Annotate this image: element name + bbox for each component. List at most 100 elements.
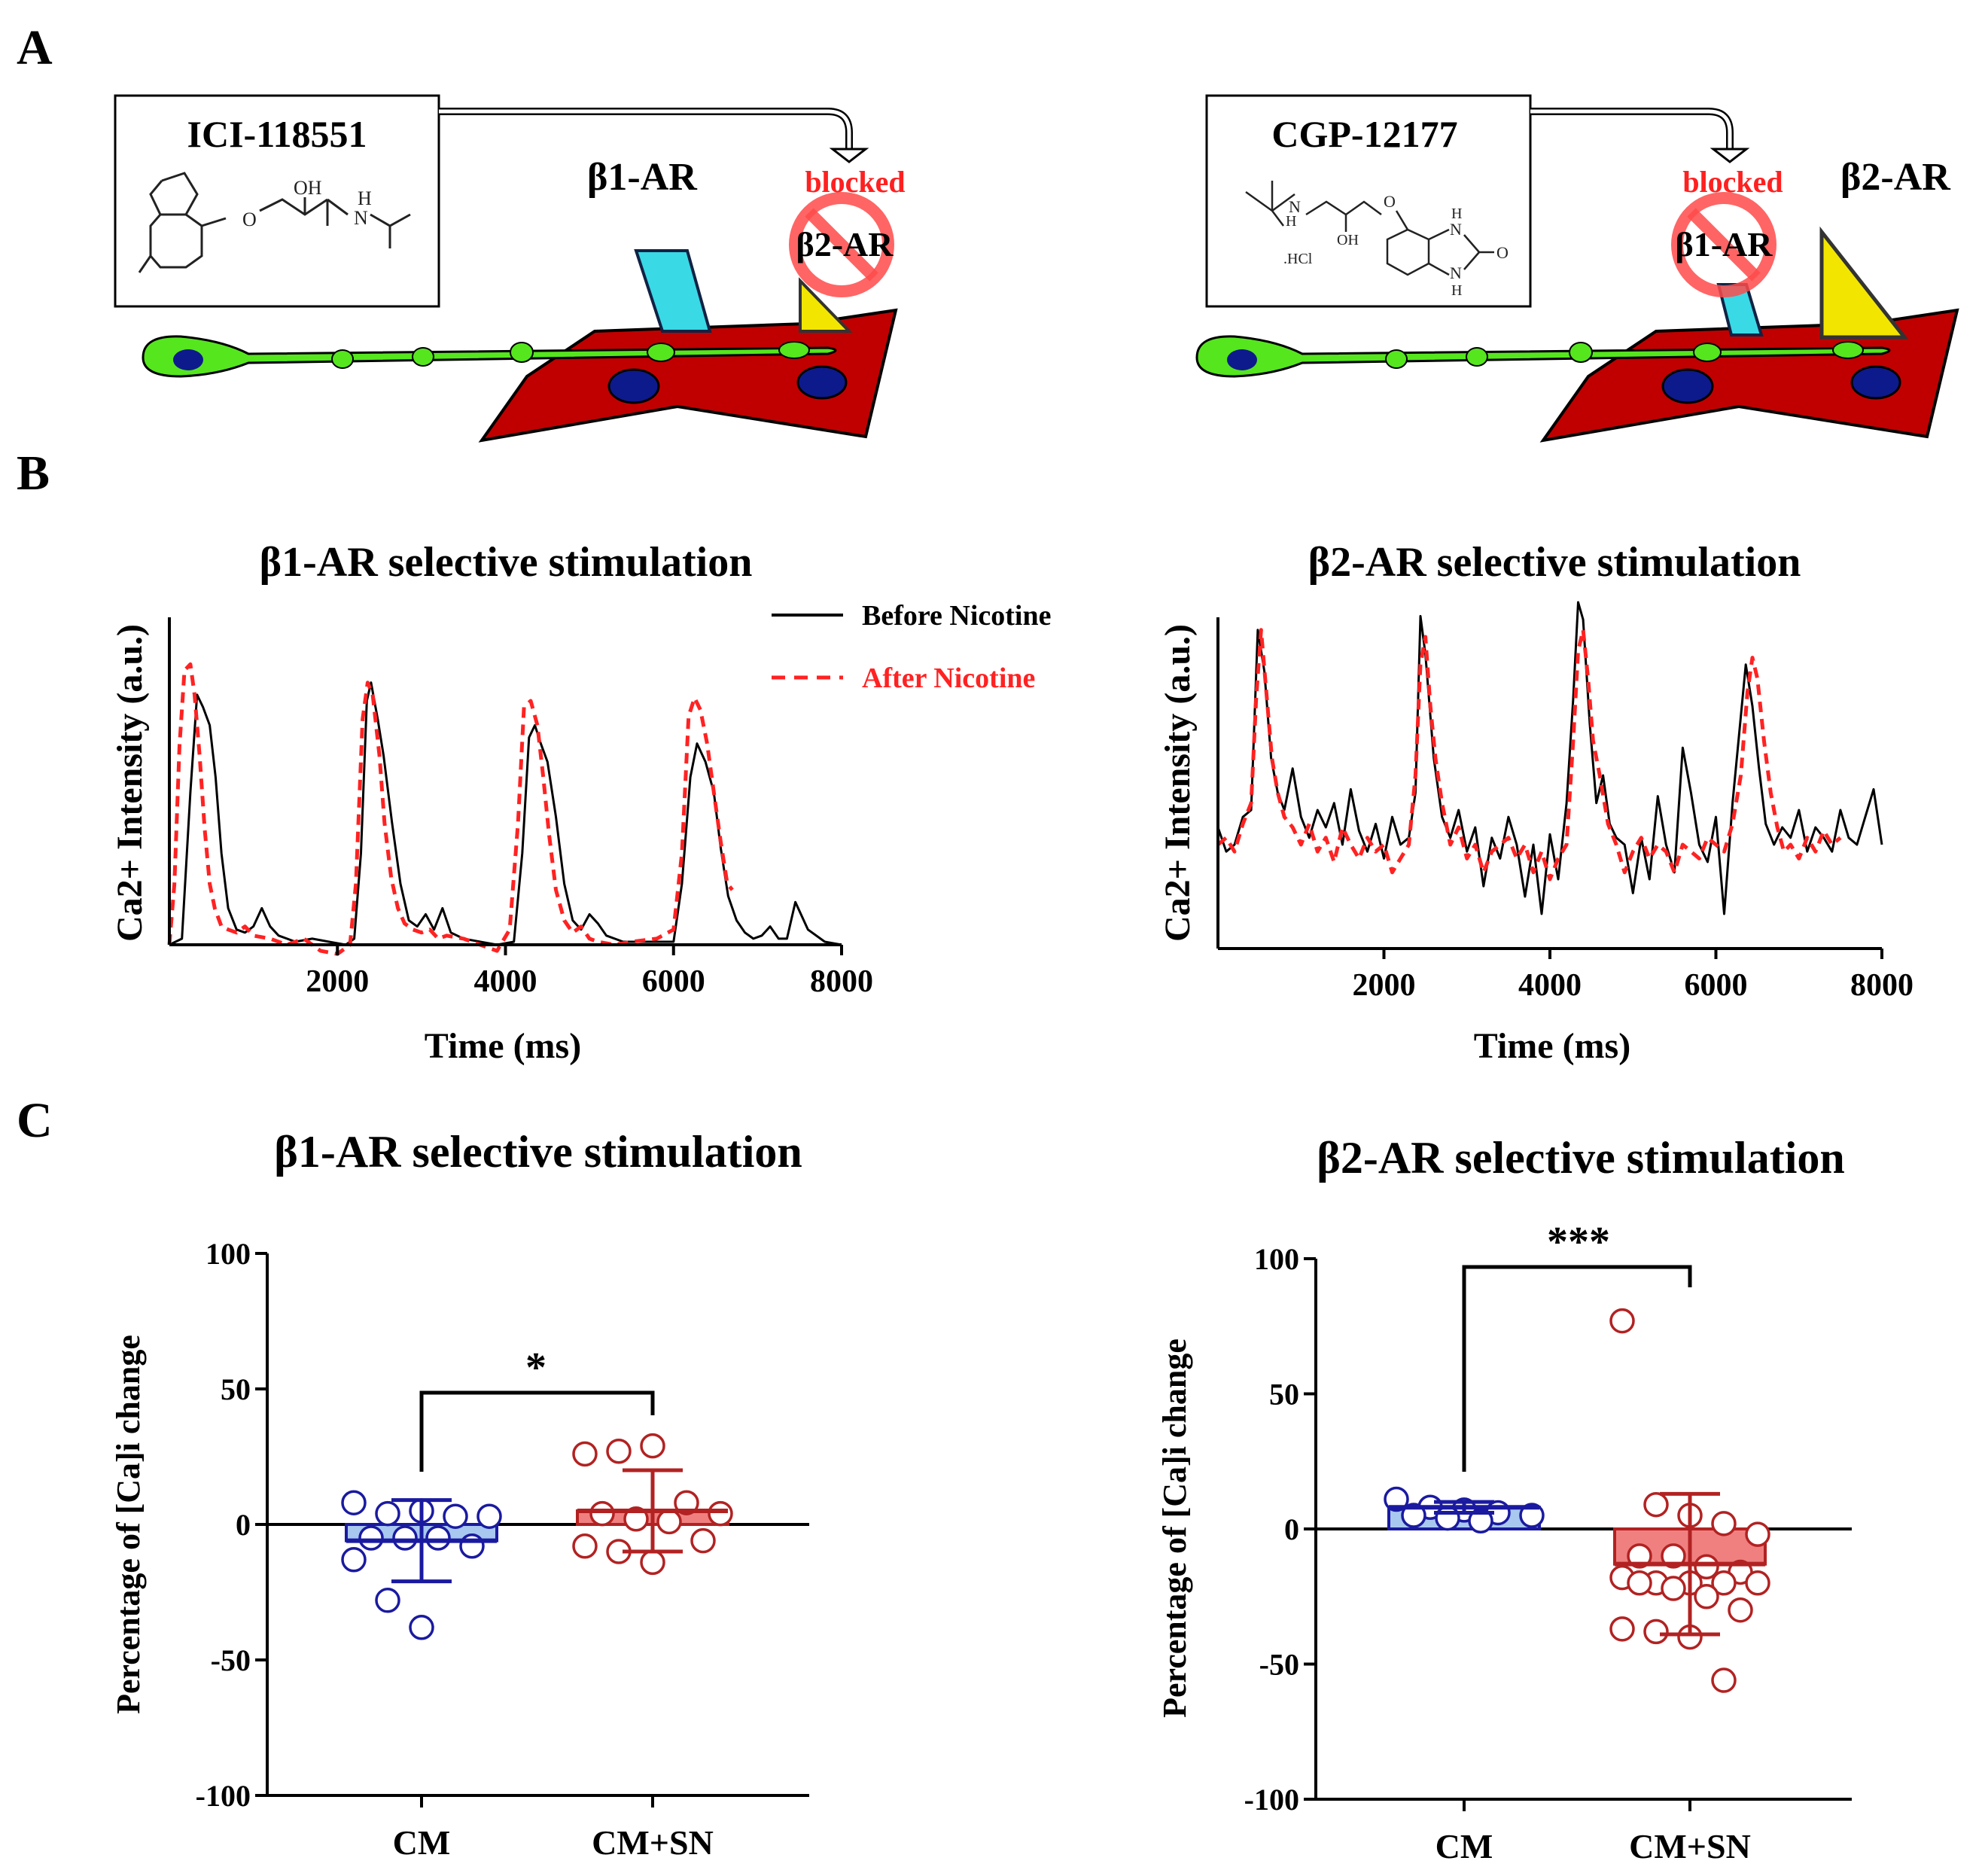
legend-after-label: After Nicotine <box>862 662 1035 694</box>
nucleus-cm-right-1 <box>1661 368 1714 404</box>
b-left-xtick-label: 8000 <box>810 964 873 999</box>
panel-c-letter: C <box>17 1093 53 1148</box>
beta2-receptor-left <box>799 277 853 333</box>
c-right-point <box>1711 1511 1737 1536</box>
chart-b-left: 2000 4000 6000 8000 Time (ms) Ca2+ Intensit… <box>110 617 873 1066</box>
c-right-point <box>1711 1570 1737 1596</box>
c-left-point <box>623 1506 649 1532</box>
c-left-ytick-label: -100 <box>196 1779 251 1813</box>
b-left-ylabel: Ca2+ Intensity (a.u.) <box>110 624 150 942</box>
c-right-point <box>1694 1584 1719 1610</box>
panel-b-right-title: β2-AR selective stimulation <box>1308 539 1801 586</box>
b-left-xtick-label: 6000 <box>642 964 705 999</box>
c-right-point <box>1627 1543 1652 1569</box>
chart-c-left: 100 50 0 -50 -100 CM CM+SN Percentage of [Ca]i… <box>110 1237 809 1862</box>
c-right-ylabel: Percentage of [Ca]i change <box>1156 1338 1193 1718</box>
c-right-category-label: CM <box>1436 1827 1493 1865</box>
ring-n1-cgp: N <box>1450 220 1462 239</box>
b-right-xtick-label: 4000 <box>1518 968 1582 1003</box>
compound-box-cgp <box>1205 94 1532 308</box>
arrow-ici <box>439 108 853 151</box>
blocked-receptor-right: β1-AR <box>1676 225 1773 263</box>
b-left-xlabel: Time (ms) <box>425 1026 581 1066</box>
panel-c-left-title: β1-AR selective stimulation <box>274 1127 802 1177</box>
c-right-point <box>1745 1570 1770 1596</box>
c-left-point <box>656 1509 682 1535</box>
c-right-point <box>1627 1570 1652 1596</box>
panel-a-letter: A <box>17 20 53 75</box>
nucleus-cm-left-1 <box>607 368 660 404</box>
panel-b-letter: B <box>17 446 50 501</box>
compound-name-ici: ICI-118551 <box>187 113 367 155</box>
chart-c-right: 100 50 0 -50 -100 CM CM+SN Percentage of [Ca]i… <box>1156 1219 1852 1865</box>
atom-h-ici: H <box>358 187 372 209</box>
compound-structure-cgp <box>1245 181 1494 276</box>
c-left-point <box>392 1525 418 1551</box>
c-left-ytick-label: -50 <box>211 1643 251 1677</box>
c-left-point <box>606 1439 632 1464</box>
atom-o-cgp: O <box>1384 192 1396 211</box>
blocked-symbol-right <box>1671 192 1776 297</box>
c-right-category-label: CM+SN <box>1629 1827 1751 1865</box>
ring-h1-cgp: H <box>1451 206 1462 222</box>
c-right-ytick-label: -100 <box>1244 1783 1299 1817</box>
c-left-point <box>572 1441 598 1467</box>
c-left-point <box>690 1527 716 1554</box>
c-left-point <box>640 1549 665 1576</box>
c-left-ylabel: Percentage of [Ca]i change <box>110 1335 147 1714</box>
receptor-label-beta2: β2-AR <box>1840 156 1951 199</box>
blocked-label-left: blocked <box>805 165 905 199</box>
ring-h2-cgp: H <box>1451 282 1462 299</box>
c-left-point <box>409 1615 434 1640</box>
atom-oh-ici: OH <box>294 177 322 199</box>
b-left-xtick-label: 4000 <box>474 964 537 999</box>
c-left-point <box>589 1500 615 1527</box>
c-left-ytick-label: 0 <box>236 1508 251 1542</box>
panel-a-right-schematic: CGP-12177 H N OH O .HCl H N N H O β2-AR <box>1195 94 1959 443</box>
atom-h-cgp: H <box>1286 213 1296 230</box>
c-right-ytick-label: 100 <box>1254 1242 1299 1276</box>
beta1-receptor-left <box>634 249 712 333</box>
panel-c-right-title: β2-AR selective stimulation <box>1317 1133 1844 1183</box>
compound-name-cgp: CGP-12177 <box>1271 113 1457 155</box>
c-left-point <box>459 1533 485 1559</box>
atom-n-ici: N <box>354 207 368 229</box>
c-left-point <box>341 1547 367 1573</box>
c-right-point <box>1728 1597 1753 1623</box>
b-right-xlabel: Time (ms) <box>1474 1026 1630 1066</box>
arrow-head-cgp <box>1710 148 1750 163</box>
c-left-category-label: CM <box>393 1823 451 1862</box>
c-left-point <box>375 1588 400 1613</box>
c-right-ytick-label: 50 <box>1269 1378 1299 1412</box>
chart-b-right: 2000 4000 6000 8000 Time (ms) Ca2+ Intensit… <box>1158 601 1913 1066</box>
ring-n2-cgp: N <box>1450 263 1462 282</box>
ring-o-cgp: O <box>1496 243 1509 262</box>
panel-b-left-title: β1-AR selective stimulation <box>260 539 753 586</box>
c-right-point <box>1661 1576 1686 1601</box>
blocked-symbol-left <box>789 192 894 297</box>
c-left-point <box>708 1500 733 1527</box>
blocked-receptor-left: β2-AR <box>796 225 894 263</box>
c-left-ytick-label: 100 <box>206 1237 251 1271</box>
b-right-xtick-label: 2000 <box>1353 968 1416 1003</box>
beta2-receptor-right <box>1819 226 1909 340</box>
b-right-series-before <box>1216 601 1883 915</box>
c-right-sig-bracket <box>1462 1265 1692 1472</box>
c-left-point <box>425 1525 451 1551</box>
b-left-series-after <box>167 662 734 956</box>
c-left-point <box>375 1500 400 1527</box>
atom-o-ici: O <box>242 209 257 230</box>
c-right-point <box>1384 1486 1409 1512</box>
c-right-point <box>1435 1505 1460 1531</box>
c-left-point <box>640 1433 665 1459</box>
compound-structure-ici <box>138 172 411 273</box>
arrow-head-ici <box>829 148 869 163</box>
hcl-label: .HCl <box>1283 251 1313 267</box>
b-right-ylabel: Ca2+ Intensity (a.u.) <box>1158 624 1198 942</box>
c-right-point <box>1643 1619 1669 1645</box>
c-left-sig-bracket <box>419 1390 655 1472</box>
c-right-point <box>1661 1543 1686 1569</box>
c-left-point <box>674 1490 699 1515</box>
c-right-point <box>1401 1503 1426 1528</box>
